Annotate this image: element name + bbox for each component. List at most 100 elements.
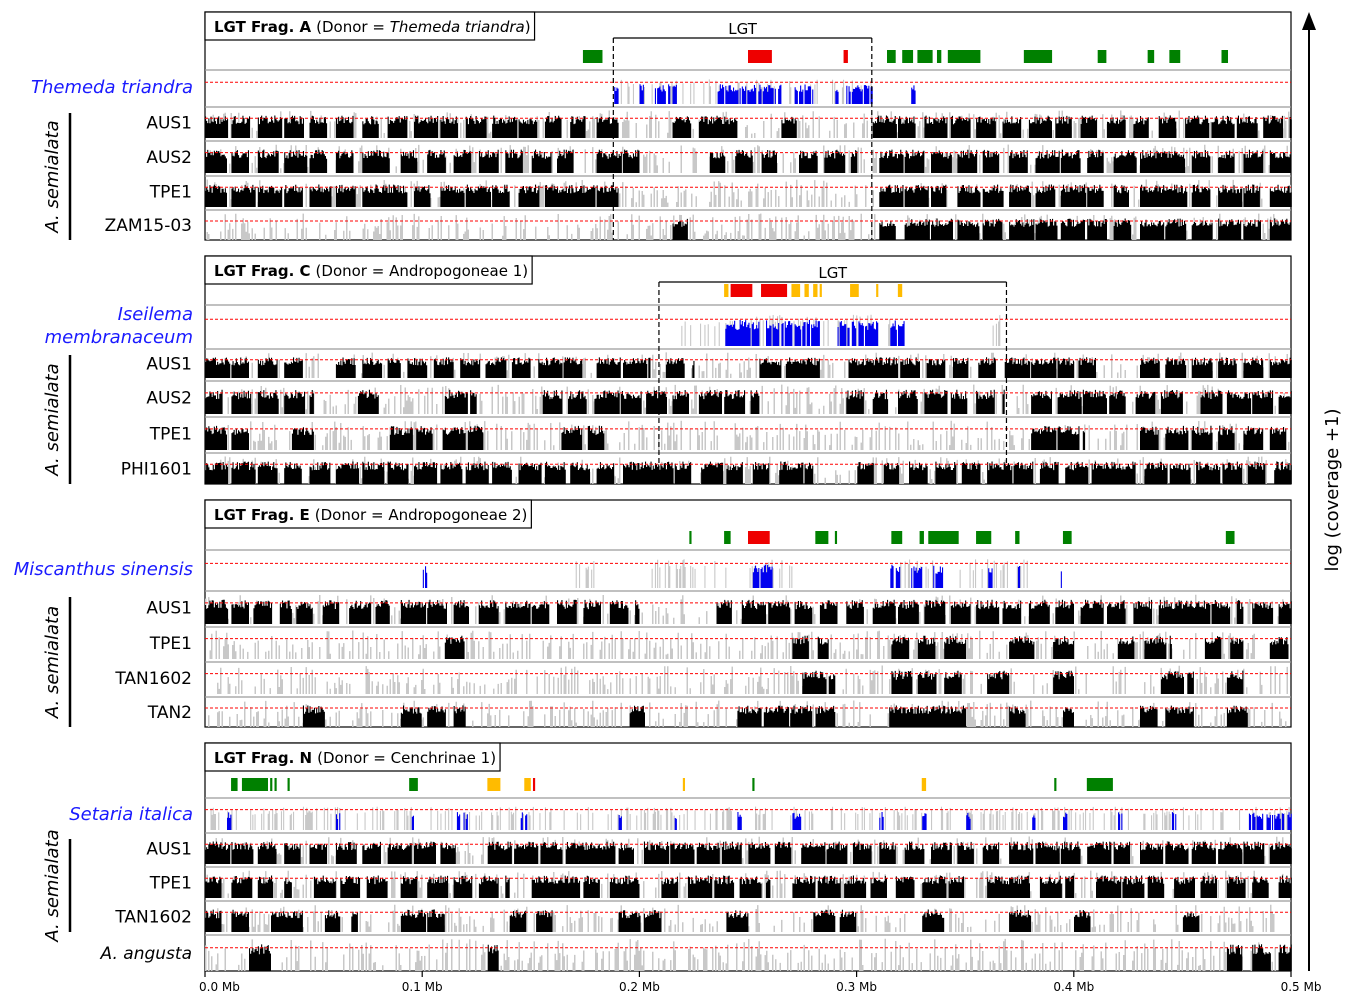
- sample-label: TPE1: [149, 425, 192, 445]
- sample-track: [205, 179, 1292, 207]
- sample-label: TPE1: [149, 183, 192, 203]
- panel-title-prefix: (Donor =: [316, 262, 390, 280]
- y-axis-label: log (coverage +1): [1322, 408, 1343, 571]
- sample-track: [205, 352, 1292, 378]
- svg-text:LGT Frag. C(Donor = Andropogon: LGT Frag. C (Donor = Andropogoneae 1): [214, 262, 528, 280]
- panel-title-donor: Themeda triandra: [390, 18, 525, 36]
- gene-block: [724, 284, 729, 297]
- donor-species-label: Setaria italica: [69, 804, 193, 825]
- gene-block: [752, 778, 755, 791]
- sample-label: TPE1: [149, 874, 192, 894]
- gene-block: [876, 284, 879, 297]
- gene-block: [1225, 531, 1235, 544]
- panel-title-suffix: ): [525, 18, 531, 36]
- sample-label: AUS1: [146, 599, 192, 619]
- sample-track: [205, 938, 1292, 971]
- gene-block: [850, 284, 859, 297]
- panel-title: LGT Frag. C (Donor = Andropogoneae 1): [204, 255, 533, 285]
- gene-block: [682, 778, 686, 791]
- sample-label: ZAM15-03: [105, 216, 192, 236]
- gene-block: [919, 531, 924, 544]
- gene-block: [843, 50, 848, 63]
- gene-block: [1054, 778, 1057, 791]
- sample-track: [217, 665, 1288, 694]
- x-tick-label: 0.1 Mb: [402, 980, 443, 994]
- gene-block: [582, 50, 603, 63]
- gene-block: [887, 50, 896, 63]
- x-tick-label: 0.5 Mb: [1281, 980, 1322, 994]
- gene-block: [921, 778, 927, 791]
- gene-block: [270, 778, 273, 791]
- gene-block: [819, 284, 822, 297]
- lgt-label: LGT: [818, 264, 847, 282]
- sample-track: [205, 594, 1292, 624]
- lgt-region: LGT: [658, 264, 1008, 484]
- gene-block: [231, 778, 238, 791]
- group-label: A. semialata: [42, 829, 63, 942]
- gene-block: [815, 531, 829, 544]
- gene-block: [804, 284, 809, 297]
- panel-title-prefix: (Donor =: [315, 506, 389, 524]
- panel-title: LGT Frag. N (Donor = Cenchrinae 1): [204, 742, 501, 772]
- sample-label: A. angusta: [100, 944, 192, 964]
- gene-block: [1221, 50, 1229, 63]
- panel-frag-e: LGT Frag. E (Donor = Andropogoneae 2) Misc…: [14, 499, 1292, 728]
- gene-block: [724, 531, 731, 544]
- sample-track: [205, 110, 1292, 138]
- gene-block: [748, 50, 772, 63]
- panel-frag-c: LGT Frag. C (Donor = Andropogoneae 1) LGT I…: [42, 255, 1292, 485]
- panel-title-donor: Andropogoneae 1: [389, 262, 522, 280]
- x-tick-label: 0.3 Mb: [836, 980, 877, 994]
- svg-text:LGT Frag. E(Donor = Andropogon: LGT Frag. E (Donor = Andropogoneae 2): [214, 506, 527, 524]
- sample-track: [205, 384, 1292, 414]
- donor-coverage: [681, 314, 1001, 346]
- x-axis: 0.0 Mb 0.1 Mb 0.2 Mb 0.3 Mb 0.4 Mb 0.5 Mb: [199, 971, 1321, 994]
- gene-block: [1023, 50, 1053, 63]
- y-axis-arrow: log (coverage +1): [1302, 12, 1343, 971]
- panel-frag-a: LGT Frag. A (Donor = Themeda triandra) LGT…: [31, 11, 1292, 241]
- gene-block: [834, 531, 838, 544]
- gene-block: [1097, 50, 1107, 63]
- gene-annotations: [231, 778, 1113, 791]
- gene-annotations: [689, 531, 1235, 544]
- gene-block: [936, 50, 942, 63]
- gene-block: [241, 778, 268, 791]
- gene-block: [524, 778, 531, 791]
- sample-track: [205, 904, 1275, 932]
- panel-title-suffix: ): [522, 262, 528, 280]
- donor-coverage: [614, 79, 916, 104]
- donor-coverage: [422, 559, 1062, 588]
- sample-label: TAN1602: [114, 908, 192, 928]
- gene-block: [689, 531, 692, 544]
- sample-label: AUS2: [146, 389, 192, 409]
- gene-block: [928, 531, 959, 544]
- panel-title-prefix: (Donor =: [317, 749, 391, 767]
- panel-frag-n: LGT Frag. N (Donor = Cenchrinae 1) Setaria…: [42, 742, 1292, 972]
- gene-block: [1062, 531, 1072, 544]
- gene-block: [897, 284, 903, 297]
- x-tick-label: 0.4 Mb: [1053, 980, 1094, 994]
- gene-block: [532, 778, 536, 791]
- sample-track: [205, 456, 1292, 484]
- gene-block: [409, 778, 418, 791]
- gene-block: [976, 531, 992, 544]
- gene-block: [487, 778, 501, 791]
- sample-track: [208, 700, 1287, 727]
- gene-block: [730, 284, 753, 297]
- sample-label: TAN1602: [114, 669, 192, 689]
- group-label: A. semialata: [42, 363, 63, 476]
- panel-title-suffix: ): [522, 506, 528, 524]
- gene-block: [287, 778, 290, 791]
- sample-label: AUS1: [146, 840, 192, 860]
- group-label: A. semialata: [42, 606, 63, 719]
- panel-title-donor: Cenchrinae 1: [391, 749, 491, 767]
- panel-title-suffix: ): [490, 749, 496, 767]
- sample-track: [205, 420, 1290, 450]
- gene-block: [947, 50, 981, 63]
- group-label: A. semialata: [42, 120, 63, 233]
- gene-block: [1147, 50, 1155, 63]
- panel-title-bold: LGT Frag. E: [214, 506, 310, 524]
- sample-track: [206, 213, 1291, 240]
- panel-title-bold: LGT Frag. N: [214, 749, 312, 767]
